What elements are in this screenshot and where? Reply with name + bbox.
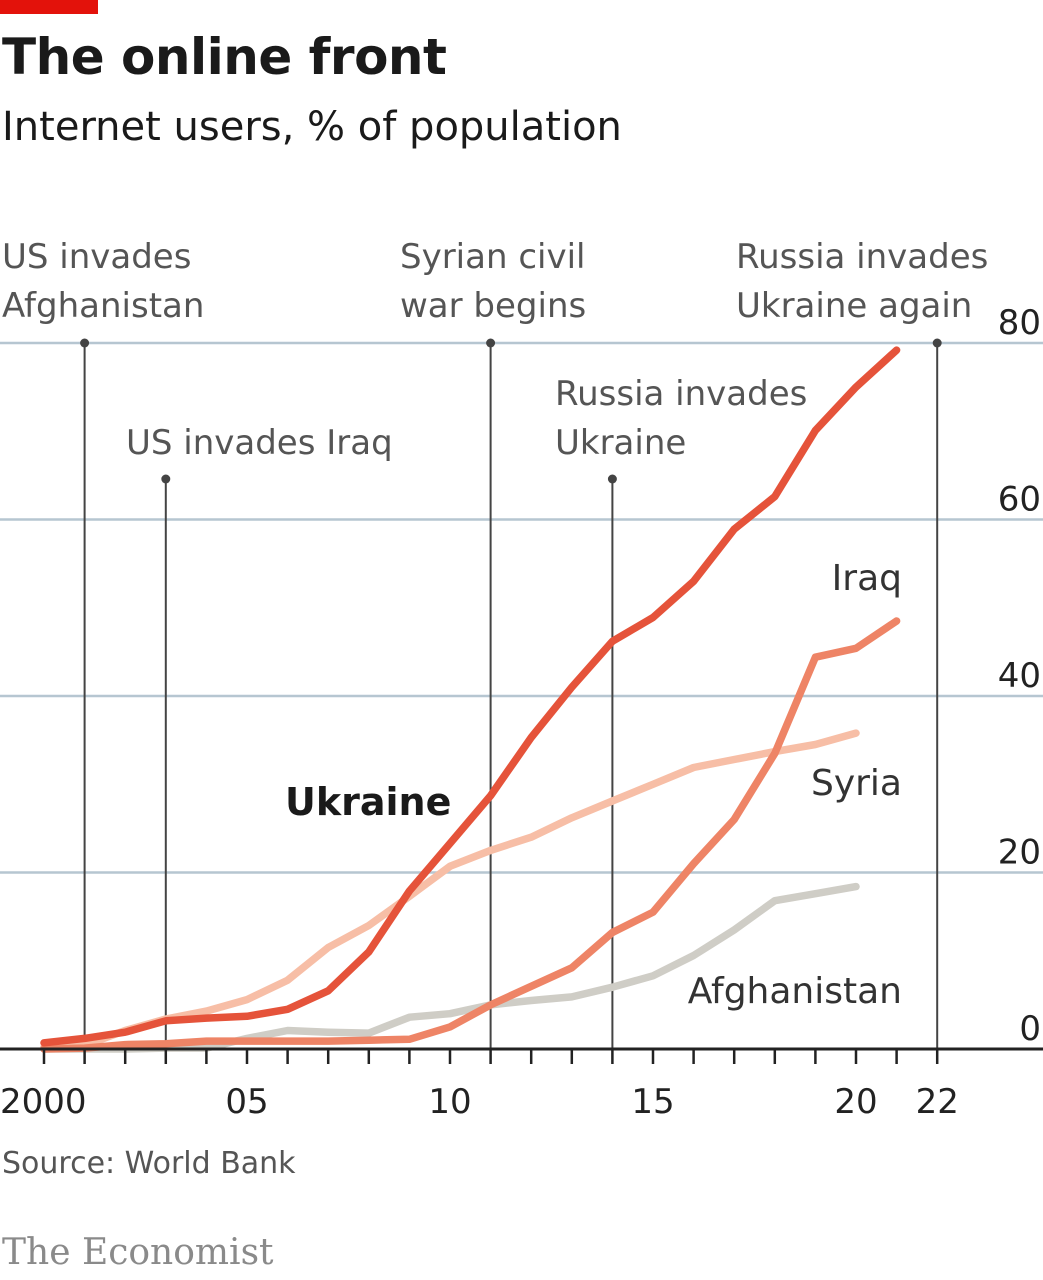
event-marker-2001	[80, 338, 90, 348]
x-tick-label: 15	[631, 1082, 674, 1122]
event-label-2001: Afghanistan	[2, 286, 204, 326]
y-tick-label: 0	[1019, 1009, 1041, 1049]
source-note: Source: World Bank	[2, 1146, 296, 1181]
event-lines-layer	[80, 338, 942, 1049]
series-label-ukraine: Ukraine	[285, 780, 451, 824]
series-line-ukraine	[40, 346, 901, 1047]
series-label-syria: Syria	[811, 763, 902, 804]
event-label-2001: US invades	[2, 237, 191, 277]
series-label-afghanistan: Afghanistan	[688, 971, 902, 1012]
chart-subtitle: Internet users, % of population	[2, 104, 622, 150]
event-marker-2011	[486, 338, 496, 348]
event-label-2022: Russia invades	[736, 237, 988, 277]
event-marker-2022	[932, 338, 942, 348]
event-label-2014: Ukraine	[555, 423, 686, 463]
x-tick-label: 22	[916, 1082, 959, 1122]
series-line-iraq	[40, 617, 901, 1053]
event-marker-2003	[161, 474, 171, 484]
x-tick-label: 20	[834, 1082, 877, 1122]
y-tick-label: 60	[998, 480, 1041, 520]
axis-layer: 0 20 40 60 80 2000 05 10 15 20 22	[0, 303, 1043, 1122]
event-label-2014: Russia invades	[555, 374, 807, 414]
line-chart: 0 20 40 60 80 2000 05 10 15 20 22 US invades Afghan…	[0, 237, 1043, 1122]
series-label-iraq: Iraq	[832, 558, 902, 599]
y-tick-label: 80	[998, 303, 1041, 343]
publisher-logo: The Economist	[2, 1232, 274, 1273]
y-tick-label: 20	[998, 833, 1041, 873]
brand-red-tag	[0, 0, 98, 14]
y-tick-label: 40	[998, 656, 1041, 696]
grid-layer	[0, 341, 1043, 874]
x-tick-label: 10	[428, 1082, 471, 1122]
x-tick-label: 2000	[0, 1082, 87, 1122]
event-label-2022: Ukraine again	[736, 286, 972, 326]
event-label-2011: Syrian civil	[400, 237, 585, 277]
event-label-2003: US invades Iraq	[126, 423, 393, 463]
x-tick-label: 05	[225, 1082, 268, 1122]
event-marker-2014	[607, 474, 617, 484]
event-label-2011: war begins	[400, 286, 586, 326]
chart-title: The online front	[2, 28, 447, 86]
labels-layer: US invades Afghanistan US invades Iraq Syri…	[2, 237, 988, 1012]
